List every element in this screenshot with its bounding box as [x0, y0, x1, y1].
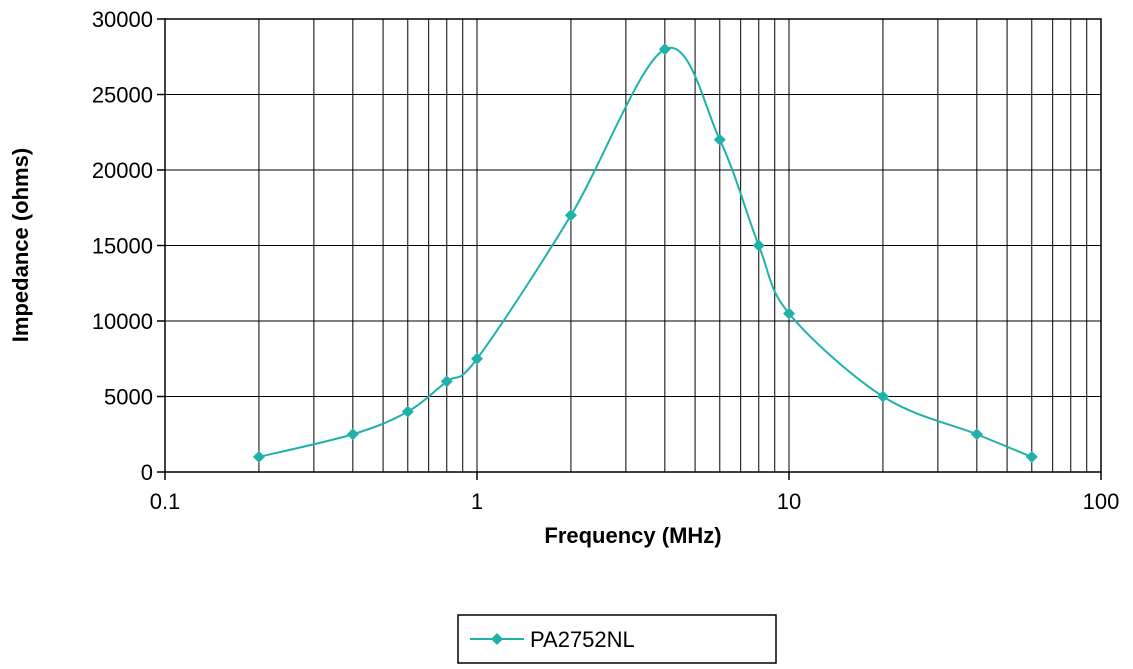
y-tick-label: 20000 [92, 158, 153, 183]
legend-marker-swatch [491, 633, 503, 645]
y-tick-label: 10000 [92, 309, 153, 334]
y-tick-label: 5000 [104, 385, 153, 410]
x-tick-label: 0.1 [150, 489, 181, 514]
data-point-marker [783, 307, 795, 320]
data-point-marker [252, 450, 265, 463]
data-point-marker [471, 352, 483, 365]
tick-labels: 0 5000 10000 15000 20000 25000 30000 0.1 1 10 100 [92, 7, 1120, 514]
x-tick-label: 100 [1083, 489, 1120, 514]
y-tick-label: 0 [141, 460, 153, 485]
y-tick-label: 25000 [92, 83, 153, 108]
x-tick-label: 10 [777, 489, 801, 514]
x-tick-label: 1 [471, 489, 483, 514]
data-point-marker [752, 239, 765, 252]
y-axis-title: Impedance (ohms) [8, 148, 33, 342]
grid-lines [165, 18, 1101, 473]
data-point-marker [440, 375, 453, 388]
data-point-marker [658, 43, 671, 56]
legend-label-pa2752nl: PA2752NL [530, 627, 635, 652]
y-tick-label: 15000 [92, 234, 153, 259]
data-point-marker [876, 390, 889, 403]
data-point-marker [970, 428, 983, 441]
data-point-marker [713, 133, 726, 146]
data-point-marker [1025, 450, 1038, 463]
y-tick-label: 30000 [92, 7, 153, 32]
series-layer [252, 43, 1038, 463]
data-point-marker [564, 209, 577, 222]
legend: PA2752NL [457, 614, 777, 664]
x-axis-title: Frequency (MHz) [544, 523, 721, 548]
data-point-marker [401, 405, 414, 418]
data-point-marker [346, 428, 359, 441]
series-line-pa2752nl [258, 46, 1033, 458]
